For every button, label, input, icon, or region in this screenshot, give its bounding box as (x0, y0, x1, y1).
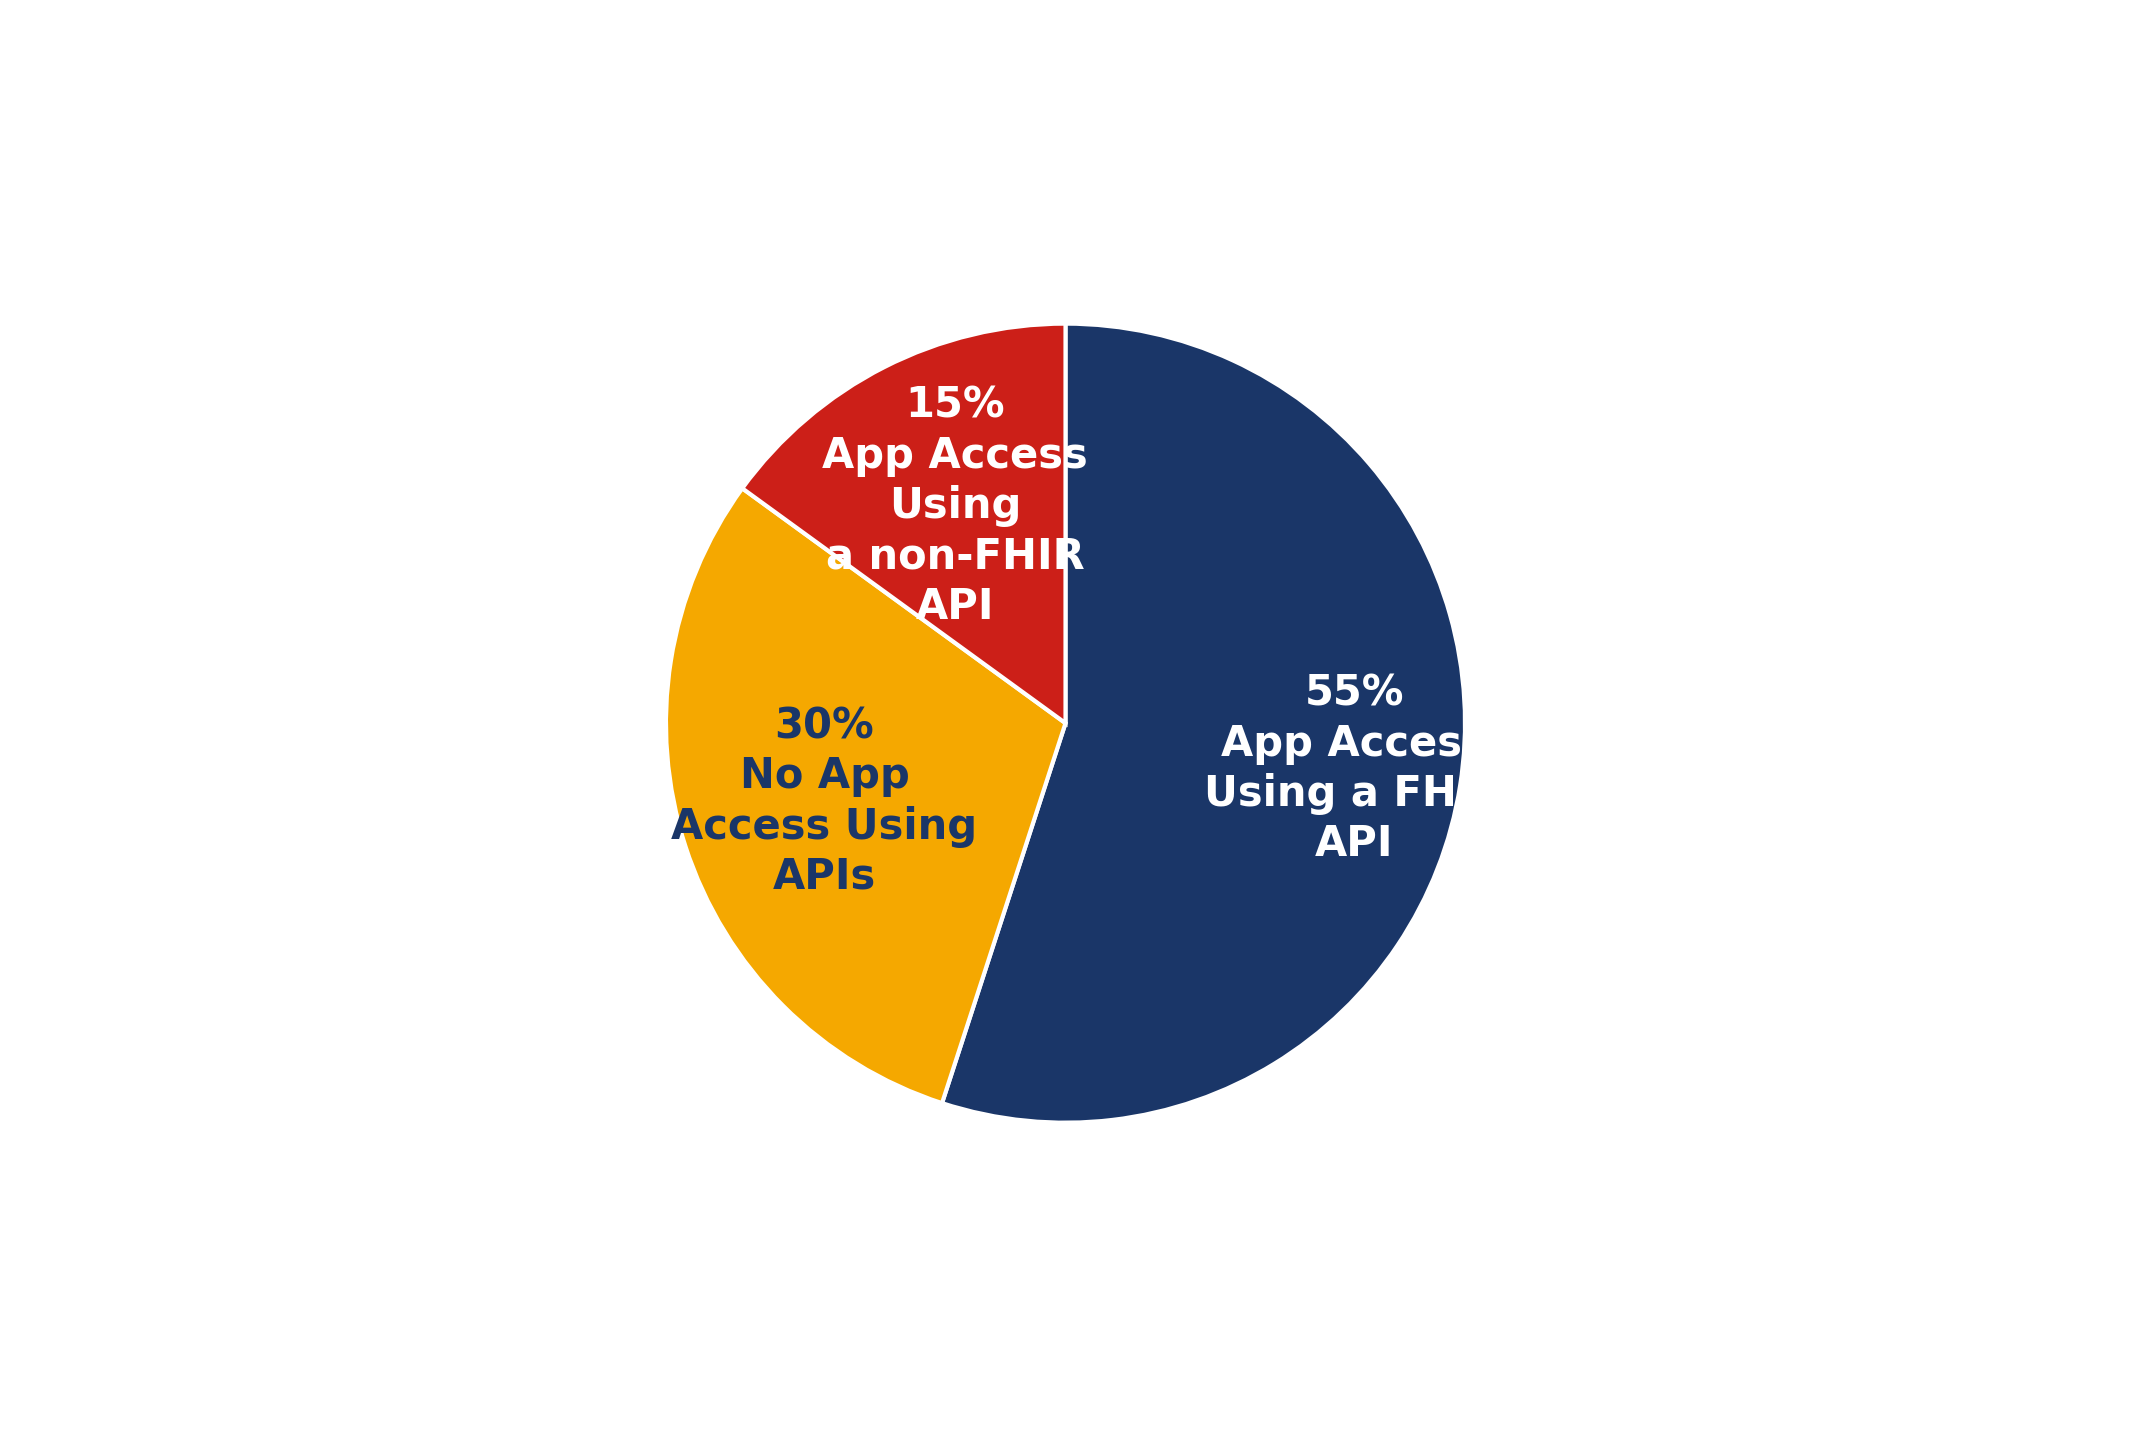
Text: 30%
No App
Access Using
APIs: 30% No App Access Using APIs (671, 705, 978, 898)
Text: 15%
App Access
Using
a non-FHIR
API: 15% App Access Using a non-FHIR API (823, 385, 1087, 627)
Wedge shape (667, 488, 1066, 1103)
Wedge shape (942, 324, 1464, 1123)
Wedge shape (742, 324, 1066, 723)
Text: 55%
App Access
Using a FHIR
API: 55% App Access Using a FHIR API (1204, 673, 1504, 865)
